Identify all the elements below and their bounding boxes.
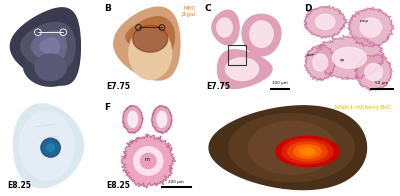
Polygon shape: [250, 21, 273, 47]
Polygon shape: [248, 121, 335, 174]
Text: E: E: [5, 103, 11, 112]
Polygon shape: [122, 105, 143, 133]
Polygon shape: [304, 5, 347, 39]
Circle shape: [41, 138, 60, 157]
Text: isc: isc: [307, 9, 312, 13]
Polygon shape: [134, 147, 163, 175]
Polygon shape: [217, 18, 232, 37]
Polygon shape: [229, 114, 355, 182]
Polygon shape: [311, 35, 385, 80]
Text: E9.5: E9.5: [211, 181, 230, 190]
Text: C: C: [204, 4, 211, 13]
Text: F: F: [104, 103, 111, 112]
Polygon shape: [209, 106, 366, 190]
Polygon shape: [133, 26, 168, 52]
Circle shape: [276, 136, 339, 167]
Text: ep: ep: [340, 58, 345, 62]
Text: MHC
β-gal: MHC β-gal: [182, 6, 196, 16]
Text: Nfatc1-mCherry BAC: Nfatc1-mCherry BAC: [335, 105, 392, 110]
Polygon shape: [304, 44, 336, 81]
Polygon shape: [332, 47, 366, 68]
Text: m: m: [144, 157, 149, 162]
Polygon shape: [348, 8, 394, 48]
Text: E7.75: E7.75: [106, 82, 130, 91]
Polygon shape: [354, 54, 392, 91]
Polygon shape: [315, 14, 335, 29]
Polygon shape: [40, 38, 59, 55]
Polygon shape: [20, 112, 74, 180]
Polygon shape: [21, 23, 75, 70]
Circle shape: [300, 148, 315, 155]
Text: G: G: [207, 103, 214, 112]
Polygon shape: [128, 111, 138, 127]
Polygon shape: [14, 104, 84, 188]
Polygon shape: [242, 14, 281, 56]
Polygon shape: [126, 17, 174, 57]
Polygon shape: [140, 153, 156, 169]
Text: A: A: [5, 4, 12, 13]
Polygon shape: [226, 58, 258, 81]
Text: E7.75: E7.75: [206, 82, 230, 91]
Polygon shape: [23, 44, 78, 86]
Text: E8.25: E8.25: [106, 181, 130, 190]
Text: 200 μm: 200 μm: [168, 180, 184, 184]
Polygon shape: [121, 134, 176, 188]
Bar: [228, 44, 246, 65]
Polygon shape: [218, 50, 272, 88]
Polygon shape: [313, 54, 328, 71]
Text: B: B: [104, 4, 111, 13]
Text: E8.25: E8.25: [7, 181, 31, 190]
Polygon shape: [10, 8, 80, 85]
Circle shape: [44, 141, 57, 154]
Text: E7.75: E7.75: [7, 82, 31, 91]
Polygon shape: [129, 26, 172, 80]
Polygon shape: [114, 7, 180, 80]
Circle shape: [294, 145, 321, 158]
Circle shape: [288, 142, 327, 161]
Text: D: D: [304, 4, 311, 13]
Polygon shape: [151, 105, 172, 134]
Text: ene: ene: [307, 53, 314, 57]
Polygon shape: [365, 64, 382, 81]
Text: mcp: mcp: [359, 19, 368, 23]
Text: 50 μm: 50 μm: [375, 81, 388, 85]
Polygon shape: [31, 31, 66, 62]
Circle shape: [282, 139, 333, 164]
Polygon shape: [157, 111, 167, 127]
Polygon shape: [35, 54, 66, 81]
Polygon shape: [212, 10, 239, 45]
Circle shape: [47, 144, 54, 152]
Polygon shape: [360, 18, 382, 37]
Text: 100 μm: 100 μm: [272, 81, 288, 85]
